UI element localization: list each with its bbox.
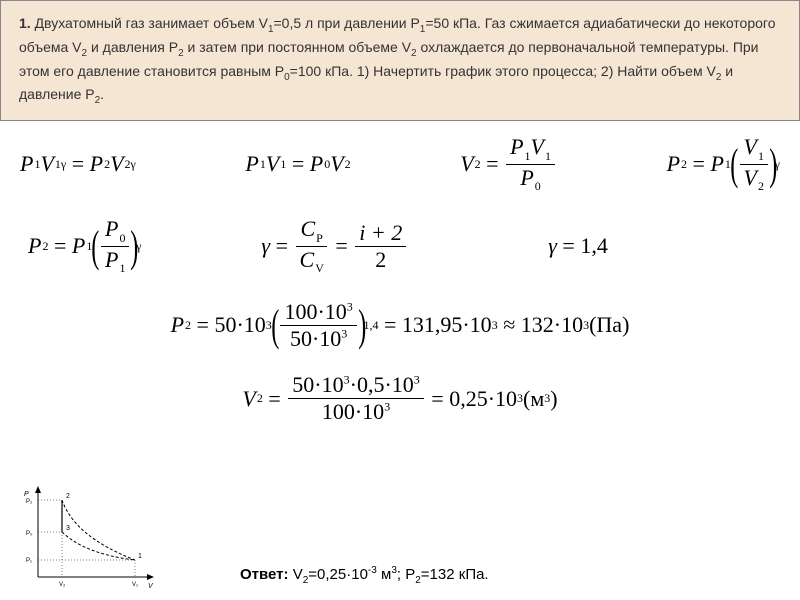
graph-p0-label: P₀	[26, 531, 33, 537]
pv-graph: P P₂ P₀ P₁ V₂ V₁ V 2 3 1	[20, 482, 160, 592]
graph-point-3: 3	[66, 525, 70, 532]
eq-isotherm: P1V1 = P0V2	[245, 151, 350, 177]
eq-v2-numeric: V2 = 50·103·0,5·103 100·103 = 0,25·103 (…	[242, 373, 557, 424]
eq-p2-formula-p: P2 = P1 ( P0 P1 )γ	[28, 217, 141, 275]
equation-row-3: P2 = 50·103 ( 100·103 50·103 )1,4 = 131,…	[20, 300, 780, 351]
graph-point-1: 1	[138, 553, 142, 560]
problem-statement: 1. Двухатомный газ занимает объем V1=0,5…	[0, 0, 800, 121]
eq-adiabatic: P1V1γ = P2V2γ	[20, 151, 136, 177]
equation-row-4: V2 = 50·103·0,5·103 100·103 = 0,25·103 (…	[20, 373, 780, 424]
problem-number: 1.	[19, 15, 31, 31]
problem-text-0: Двухатомный газ занимает объем V	[35, 15, 268, 31]
eq-p2-numeric: P2 = 50·103 ( 100·103 50·103 )1,4 = 131,…	[171, 300, 630, 351]
eq-gamma-def: γ = CP CV = i + 2 2	[261, 217, 408, 275]
graph-v2-label: V₂	[59, 582, 66, 588]
graph-p2-label: P₂	[26, 499, 33, 505]
graph-point-2: 2	[66, 493, 70, 500]
graph-p1-label: P₁	[26, 558, 32, 564]
graph-v1-label: V₁	[132, 582, 138, 588]
answer-line: Ответ: V2=0,25·10-3 м3; P2=132 кПа.	[240, 565, 489, 586]
graph-y-label: P	[24, 491, 29, 498]
solution-area: P1V1γ = P2V2γ P1V1 = P0V2 V2 = P1V1 P0 P…	[0, 121, 800, 456]
equation-row-1: P1V1γ = P2V2γ P1V1 = P0V2 V2 = P1V1 P0 P…	[20, 135, 780, 193]
eq-v2-formula: V2 = P1V1 P0	[460, 135, 557, 193]
eq-p2-formula-v: P2 = P1 ( V1 V2 )γ	[667, 135, 780, 193]
answer-label: Ответ:	[240, 566, 289, 583]
eq-gamma-val: γ = 1,4	[548, 233, 608, 259]
equation-row-2: P2 = P1 ( P0 P1 )γ γ = CP CV = i + 2 2	[20, 217, 780, 275]
graph-x-label: V	[148, 583, 154, 590]
